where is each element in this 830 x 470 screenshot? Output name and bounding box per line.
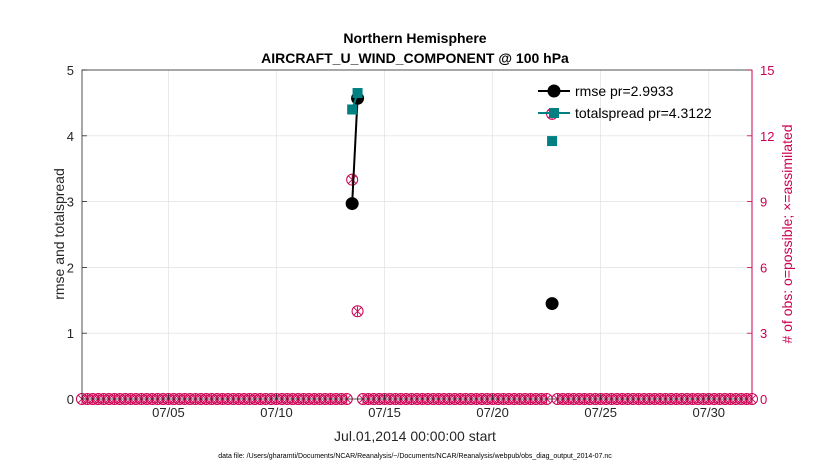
totalspread-point <box>547 136 558 147</box>
legend-marker-totalspread <box>549 108 559 118</box>
x-tick-label: 07/15 <box>368 405 401 420</box>
y-tick-label-right: 0 <box>760 392 767 407</box>
obs-assimilated-marker <box>353 306 362 317</box>
y-tick-label-right: 6 <box>760 260 767 275</box>
x-tick-label: 07/30 <box>693 405 726 420</box>
obs-count-marker <box>351 305 364 318</box>
rmse-point <box>545 297 559 311</box>
x-tick-label: 07/20 <box>476 405 509 420</box>
y-tick-label-left: 3 <box>67 195 74 210</box>
legend-marker-rmse <box>547 84 561 98</box>
obs-possible-marker <box>351 305 364 318</box>
chart-title-line2: AIRCRAFT_U_WIND_COMPONENT @ 100 hPa <box>261 50 569 66</box>
axes: 07/05 07/10 07/15 07/20 07/25 07/300123450369… <box>67 63 775 420</box>
y-tick-label-left: 2 <box>67 260 74 275</box>
grid <box>82 70 752 399</box>
x-tick-label: 07/10 <box>260 405 293 420</box>
obs-count-marker <box>346 173 359 186</box>
legend: rmse pr=2.9933 totalspread pr=4.3122 <box>538 83 712 121</box>
legend-entry-totalspread: totalspread pr=4.3122 <box>538 105 712 121</box>
y-tick-label-left: 4 <box>67 129 74 144</box>
y-tick-label-left: 1 <box>67 326 74 341</box>
data-file-footnote: data file: /Users/gharamti/Documents/NCA… <box>218 453 612 460</box>
y-tick-label-right: 12 <box>760 129 774 144</box>
legend-entry-rmse: rmse pr=2.9933 <box>538 83 674 99</box>
x-tick-label: 07/05 <box>152 405 185 420</box>
y-tick-label-right: 15 <box>760 63 774 78</box>
legend-label-rmse: rmse pr=2.9933 <box>575 83 674 99</box>
legend-label-totalspread: totalspread pr=4.3122 <box>575 105 712 121</box>
y-axis-label-right: # of obs: o=possible; ×=assimilated <box>779 124 795 343</box>
title: Northern Hemisphere AIRCRAFT_U_WIND_COMP… <box>261 30 569 66</box>
x-tick-label: 07/25 <box>584 405 617 420</box>
series-rmse <box>345 91 559 311</box>
chart-title-line1: Northern Hemisphere <box>343 30 486 46</box>
y-tick-label-left: 0 <box>67 392 74 407</box>
series-totalspread <box>347 88 558 147</box>
y-tick-label-left: 5 <box>67 63 74 78</box>
y-tick-label-right: 9 <box>760 195 767 210</box>
rmse-line <box>351 98 359 204</box>
y-tick-label-right: 3 <box>760 326 767 341</box>
totalspread-point <box>347 104 358 115</box>
y-axis-label-left: rmse and totalspread <box>51 168 67 300</box>
obs-count-markers <box>76 107 758 405</box>
data-series <box>345 88 559 311</box>
totalspread-point <box>352 88 363 99</box>
rmse-point <box>345 197 359 211</box>
obs-assimilated-marker <box>348 174 357 185</box>
x-axis-label: Jul.01,2014 00:00:00 start <box>334 428 496 444</box>
